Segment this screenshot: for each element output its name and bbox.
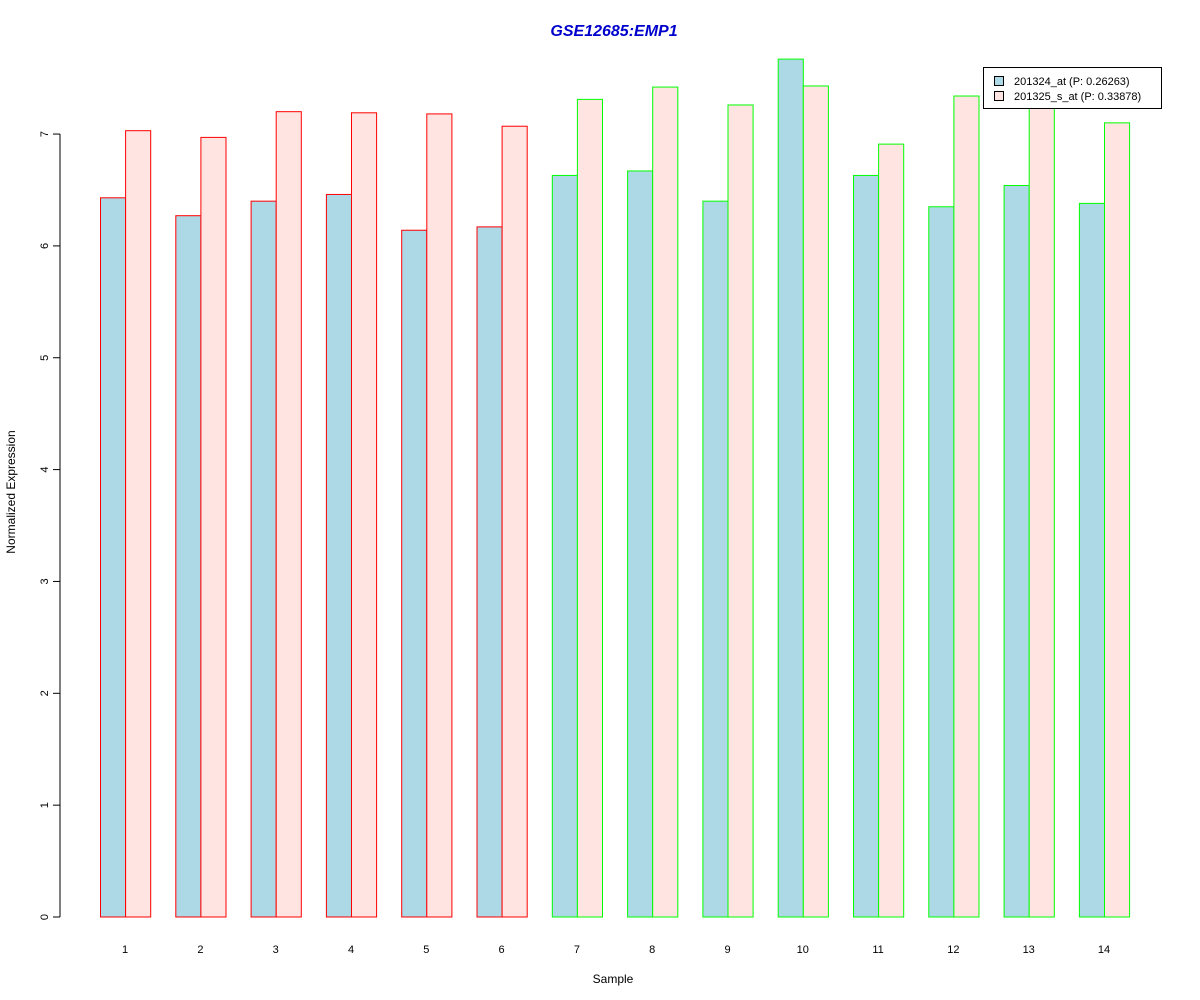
- x-tick-label: 11: [872, 944, 883, 956]
- bar-series2-sample-10: [802, 85, 829, 918]
- x-tick-label: 13: [1023, 944, 1035, 956]
- x-tick-label: 12: [947, 944, 959, 956]
- y-tick-label: 1: [39, 802, 51, 808]
- bar-series1-sample-9: [702, 200, 729, 918]
- x-tick-label: 14: [1098, 944, 1110, 956]
- x-tick-label: 7: [574, 944, 580, 956]
- bar-series2-sample-9: [727, 104, 754, 918]
- bar-series2-sample-4: [351, 112, 378, 918]
- x-tick-label: 1: [122, 944, 128, 956]
- bar-series1-sample-6: [476, 226, 503, 918]
- x-tick-label: 2: [197, 944, 203, 956]
- bar-series1-sample-11: [853, 174, 880, 918]
- bar-series2-sample-6: [501, 125, 528, 918]
- x-axis: 1 2 3 4 5 6 7 8 9 10 11 12 13 14: [122, 944, 1110, 956]
- legend: 201324_at (P: 0.26263) 201325_s_at (P: 0.…: [983, 67, 1162, 109]
- bar-series2-sample-5: [426, 113, 453, 918]
- bar-series2-sample-12: [953, 95, 980, 918]
- bar-series1-sample-10: [777, 58, 804, 918]
- legend-swatch: [994, 91, 1004, 101]
- bar-series2-sample-13: [1028, 102, 1055, 918]
- legend-swatch: [994, 76, 1004, 86]
- bar-series2-sample-14: [1104, 122, 1131, 918]
- bar-series2-sample-11: [878, 143, 905, 918]
- bar-series2-sample-3: [275, 111, 302, 918]
- y-axis-title: Normalized Expression: [4, 430, 18, 553]
- y-tick-label: 7: [39, 131, 51, 137]
- y-tick-label: 2: [39, 690, 51, 696]
- x-tick-label: 10: [797, 944, 809, 956]
- bar-series1-sample-3: [250, 200, 277, 918]
- y-tick-label: 4: [39, 467, 51, 473]
- bar-series2-sample-7: [576, 98, 604, 918]
- bar-series2-sample-1: [125, 130, 152, 918]
- bar-series2-sample-2: [200, 136, 227, 918]
- bar-series1-sample-13: [1003, 185, 1030, 918]
- y-axis: 0 1 2 3 4 5 6 7: [39, 131, 61, 920]
- bar-series1-sample-5: [401, 229, 428, 918]
- y-tick-label: 3: [39, 578, 51, 584]
- x-tick-label: 6: [499, 944, 505, 956]
- bar-series1-sample-12: [928, 206, 955, 918]
- y-tick-label: 5: [39, 355, 51, 361]
- legend-label: 201324_at (P: 0.26263): [1014, 76, 1130, 88]
- y-tick-label: 0: [39, 914, 51, 920]
- x-tick-label: 4: [348, 944, 354, 956]
- x-axis-title: Sample: [593, 972, 634, 986]
- chart-title: GSE12685:EMP1: [550, 23, 677, 40]
- legend-label: 201325_s_at (P: 0.33878): [1014, 91, 1141, 103]
- bar-series1-sample-14: [1078, 202, 1106, 918]
- bar-series1-sample-4: [325, 193, 352, 918]
- x-tick-label: 3: [273, 944, 279, 956]
- bar-series1-sample-7: [551, 174, 578, 918]
- bar-series1-sample-1: [100, 197, 127, 918]
- x-tick-label: 8: [649, 944, 655, 956]
- bar-series1-sample-2: [175, 215, 202, 918]
- bars-group: [100, 58, 1131, 918]
- bar-series2-sample-8: [652, 86, 679, 918]
- legend-box: [983, 67, 1162, 109]
- x-tick-label: 9: [724, 944, 730, 956]
- y-tick-label: 6: [39, 243, 51, 249]
- x-tick-label: 5: [423, 944, 429, 956]
- bar-series1-sample-8: [627, 170, 654, 918]
